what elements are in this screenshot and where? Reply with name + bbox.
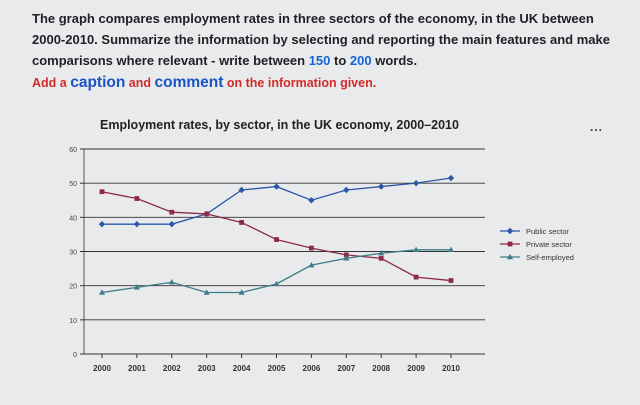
data-point-0-5 [273, 183, 280, 190]
legend-label-0: Public sector [526, 227, 569, 236]
x-tick-label-2007: 2007 [337, 364, 355, 373]
word-min: 150 [308, 53, 331, 68]
x-tick-label-2010: 2010 [442, 364, 460, 373]
data-point-2-1 [133, 284, 140, 290]
data-point-2-3 [203, 289, 210, 295]
x-tick-label-2003: 2003 [198, 364, 216, 373]
data-point-1-10 [448, 278, 454, 283]
data-point-0-2 [168, 220, 175, 228]
x-tick-label-2006: 2006 [303, 364, 321, 373]
data-point-2-5 [273, 280, 280, 287]
x-tick-label-2008: 2008 [372, 364, 390, 373]
data-point-1-5 [274, 237, 279, 242]
data-point-1-4 [239, 220, 244, 225]
data-point-1-1 [134, 196, 140, 201]
x-tick-label-2001: 2001 [128, 364, 146, 373]
y-tick-label-30: 30 [69, 250, 77, 257]
y-tick-label-50: 50 [69, 181, 77, 188]
series-line-1 [101, 191, 452, 282]
instruction-and: and [125, 76, 155, 90]
instruction: Add a caption and comment on the informa… [32, 74, 612, 92]
data-point-1-8 [378, 255, 384, 261]
data-point-2-0 [99, 289, 105, 295]
y-tick-label-60: 60 [69, 147, 77, 154]
data-point-1-2 [169, 209, 175, 215]
data-point-0-10 [447, 174, 455, 182]
data-point-2-2 [168, 279, 175, 285]
y-tick-label-10: 10 [69, 318, 77, 325]
instruction-b: on the information given. [223, 76, 377, 90]
data-point-1-6 [309, 245, 314, 251]
question-prompt: The graph compares employment rates in t… [32, 8, 622, 71]
data-point-0-0 [98, 220, 106, 228]
x-tick-label-2009: 2009 [407, 364, 425, 373]
instruction-comment: comment [154, 74, 224, 91]
prompt-to: to [330, 53, 350, 68]
x-tick-label-2005: 2005 [268, 364, 286, 373]
legend-label-1: Private sector [526, 240, 572, 249]
data-point-0-9 [412, 179, 420, 187]
y-tick-label-20: 20 [69, 284, 77, 291]
x-tick-label-2004: 2004 [233, 364, 251, 373]
legend-marker-0 [506, 227, 514, 235]
data-point-0-8 [378, 183, 385, 190]
data-point-1-7 [343, 252, 349, 258]
data-point-0-4 [238, 186, 245, 194]
data-point-0-6 [308, 197, 315, 204]
data-point-2-7 [343, 255, 350, 261]
instruction-caption: caption [70, 74, 126, 91]
prompt-text-2: words. [371, 53, 418, 68]
data-point-2-4 [238, 289, 245, 295]
x-tick-label-2002: 2002 [163, 364, 181, 373]
data-point-2-10 [448, 246, 454, 252]
legend-marker-2 [507, 253, 513, 260]
data-point-2-6 [308, 261, 315, 268]
data-point-2-8 [378, 250, 385, 256]
legend-label-2: Self-employed [526, 253, 574, 262]
y-tick-label-0: 0 [73, 352, 77, 359]
data-point-1-0 [99, 189, 105, 195]
data-point-0-1 [133, 220, 141, 228]
data-point-2-9 [413, 246, 420, 252]
chart-title: Employment rates, by sector, in the UK e… [100, 118, 459, 132]
data-point-1-3 [204, 211, 210, 217]
instruction-a: Add a [32, 76, 71, 90]
legend-marker-1 [507, 241, 513, 247]
data-point-0-7 [343, 186, 350, 194]
data-point-1-9 [413, 274, 419, 280]
y-tick-label-40: 40 [69, 215, 77, 222]
x-tick-label-2000: 2000 [93, 364, 111, 373]
word-max: 200 [349, 53, 372, 68]
prompt-text-1: The graph compares employment rates in t… [32, 11, 610, 68]
more-options-icon[interactable]: ... [590, 120, 604, 134]
